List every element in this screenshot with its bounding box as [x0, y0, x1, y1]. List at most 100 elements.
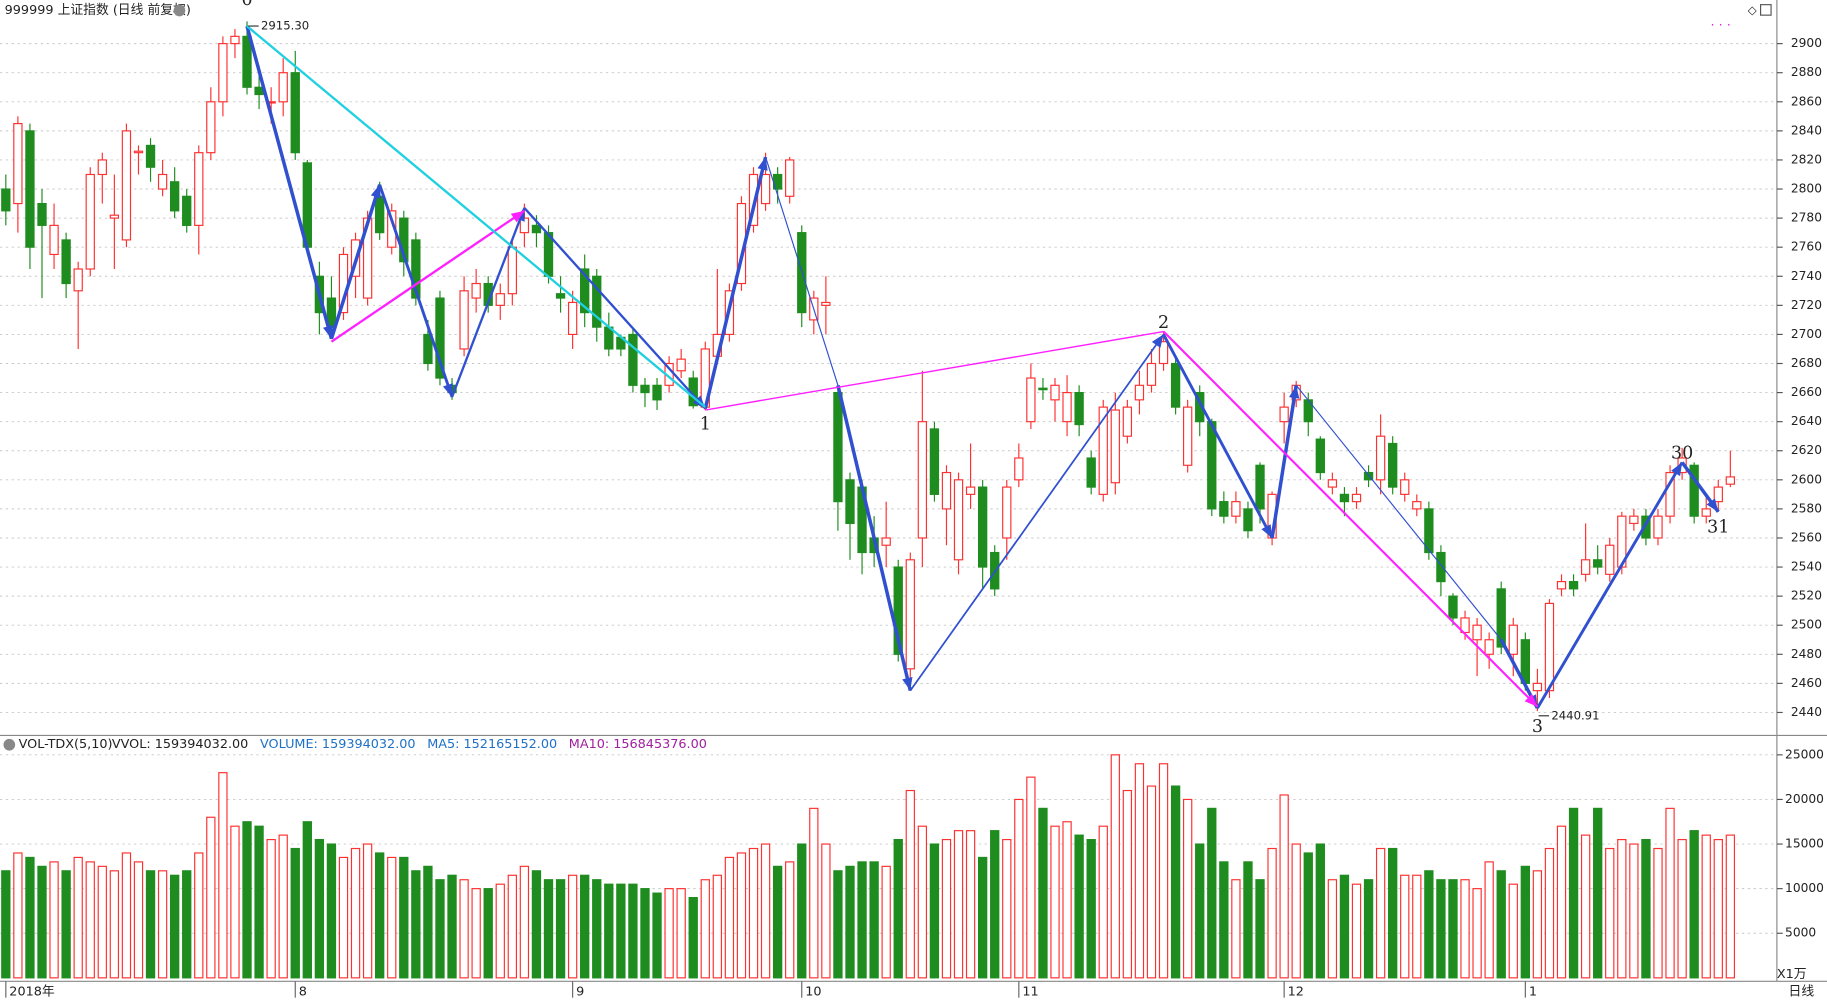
volume-bar [1255, 879, 1265, 979]
candle-body [1568, 581, 1579, 590]
candle-body [785, 159, 795, 197]
candle-body [881, 537, 891, 546]
candle-body [1532, 682, 1543, 692]
y-tick-label: 15000 [1785, 837, 1824, 851]
y-tick-label: 2860 [1791, 94, 1822, 108]
volume-bar [567, 874, 578, 979]
volume-bar [1086, 839, 1096, 979]
candle-body [1074, 392, 1084, 426]
candle-body [1231, 501, 1241, 517]
candle-body [1134, 384, 1145, 401]
candle-body [1110, 409, 1120, 484]
volume-bar [724, 856, 735, 979]
y-tick-label: 2640 [1791, 414, 1822, 428]
volume-bar [1014, 798, 1024, 979]
candle-body [1086, 457, 1096, 488]
volume-bar [640, 888, 650, 979]
candle-body [49, 224, 59, 256]
volume-bar [688, 896, 698, 979]
candle-body [1315, 438, 1325, 474]
candle-body [1122, 406, 1133, 437]
candle-body [1002, 486, 1012, 539]
volume-bar [471, 888, 481, 979]
candle-body [893, 566, 903, 655]
volume-bar [218, 772, 228, 979]
volume-bar [917, 825, 928, 979]
volume-bar [809, 807, 819, 979]
price-annotation: 2440.91 [1551, 708, 1599, 722]
candle-body [567, 301, 578, 336]
candle-body [1351, 493, 1362, 503]
toolbar-icon[interactable] [1760, 4, 1772, 16]
candle-body [1375, 435, 1386, 481]
candle-body [531, 224, 542, 234]
volume-bar [833, 870, 843, 979]
volume-bar [1448, 879, 1458, 979]
x-tick-label: 9 [576, 984, 584, 999]
volume-bar [652, 892, 662, 979]
candle-body [977, 486, 988, 568]
y-tick-label: 10000 [1785, 881, 1824, 895]
volume-bar [845, 865, 855, 979]
candle-body [1183, 406, 1193, 466]
y-tick-label: 25000 [1785, 747, 1824, 761]
volume-bar [1713, 839, 1723, 979]
candle-body [73, 268, 83, 292]
dots: · · · [1710, 18, 1730, 33]
volume-bar [1593, 807, 1603, 979]
candle-body [760, 173, 771, 205]
y-tick-label: 2900 [1791, 36, 1822, 50]
menu-button[interactable] [3, 738, 16, 751]
candle-body [1653, 515, 1663, 539]
volume-legend: VOLUME: 159394032.00 [260, 737, 416, 752]
volume-bar [712, 874, 723, 979]
volume-bar [580, 874, 590, 979]
volume-bar [1568, 807, 1579, 979]
y-tick-label: 2620 [1791, 443, 1822, 457]
volume-bar [350, 847, 361, 979]
candle-body [592, 275, 602, 328]
volume-bar [1508, 883, 1518, 979]
volume-bar [97, 865, 107, 979]
candle-body [1580, 559, 1591, 575]
volume-bar [37, 865, 47, 979]
wave-label: 1 [700, 414, 711, 434]
volume-bar [266, 839, 276, 979]
volume-bar [411, 870, 421, 979]
candle-body [1146, 362, 1157, 386]
wave-arrowhead [370, 184, 381, 199]
volume-bar [1725, 834, 1736, 979]
candle-body [953, 479, 964, 561]
volume-bar [1002, 839, 1012, 979]
volume-bar [1279, 794, 1289, 979]
candle-body [1448, 595, 1458, 619]
y-tick-label: 2520 [1791, 589, 1822, 603]
candle-body [1713, 486, 1723, 503]
candle-body [37, 202, 47, 226]
candle-body [1170, 362, 1181, 408]
menu-button[interactable] [173, 4, 186, 17]
toolbar-icon[interactable]: ◇ [1748, 3, 1757, 17]
period-label: 日线 [1789, 984, 1815, 999]
candle-body [278, 72, 288, 103]
candle-body [230, 35, 240, 45]
y-tick-label: 2680 [1791, 356, 1822, 370]
candle-body [1, 188, 11, 212]
candle-body [145, 144, 156, 168]
candle-body [1062, 392, 1072, 423]
wave-label: 30 [1671, 444, 1693, 464]
candle-body [905, 559, 915, 670]
candle-body [290, 72, 300, 154]
volume-bar [628, 883, 638, 979]
candle-body [194, 152, 204, 226]
candle-body [157, 173, 168, 190]
volume-bar [459, 879, 469, 979]
volume-bar [13, 852, 23, 979]
volume-bar [1, 870, 11, 979]
candle-body [1605, 544, 1615, 575]
y-tick-label: 2840 [1791, 123, 1822, 137]
wave-arrowhead [510, 210, 525, 223]
candle-body [845, 479, 855, 525]
volume-bar [290, 847, 300, 979]
